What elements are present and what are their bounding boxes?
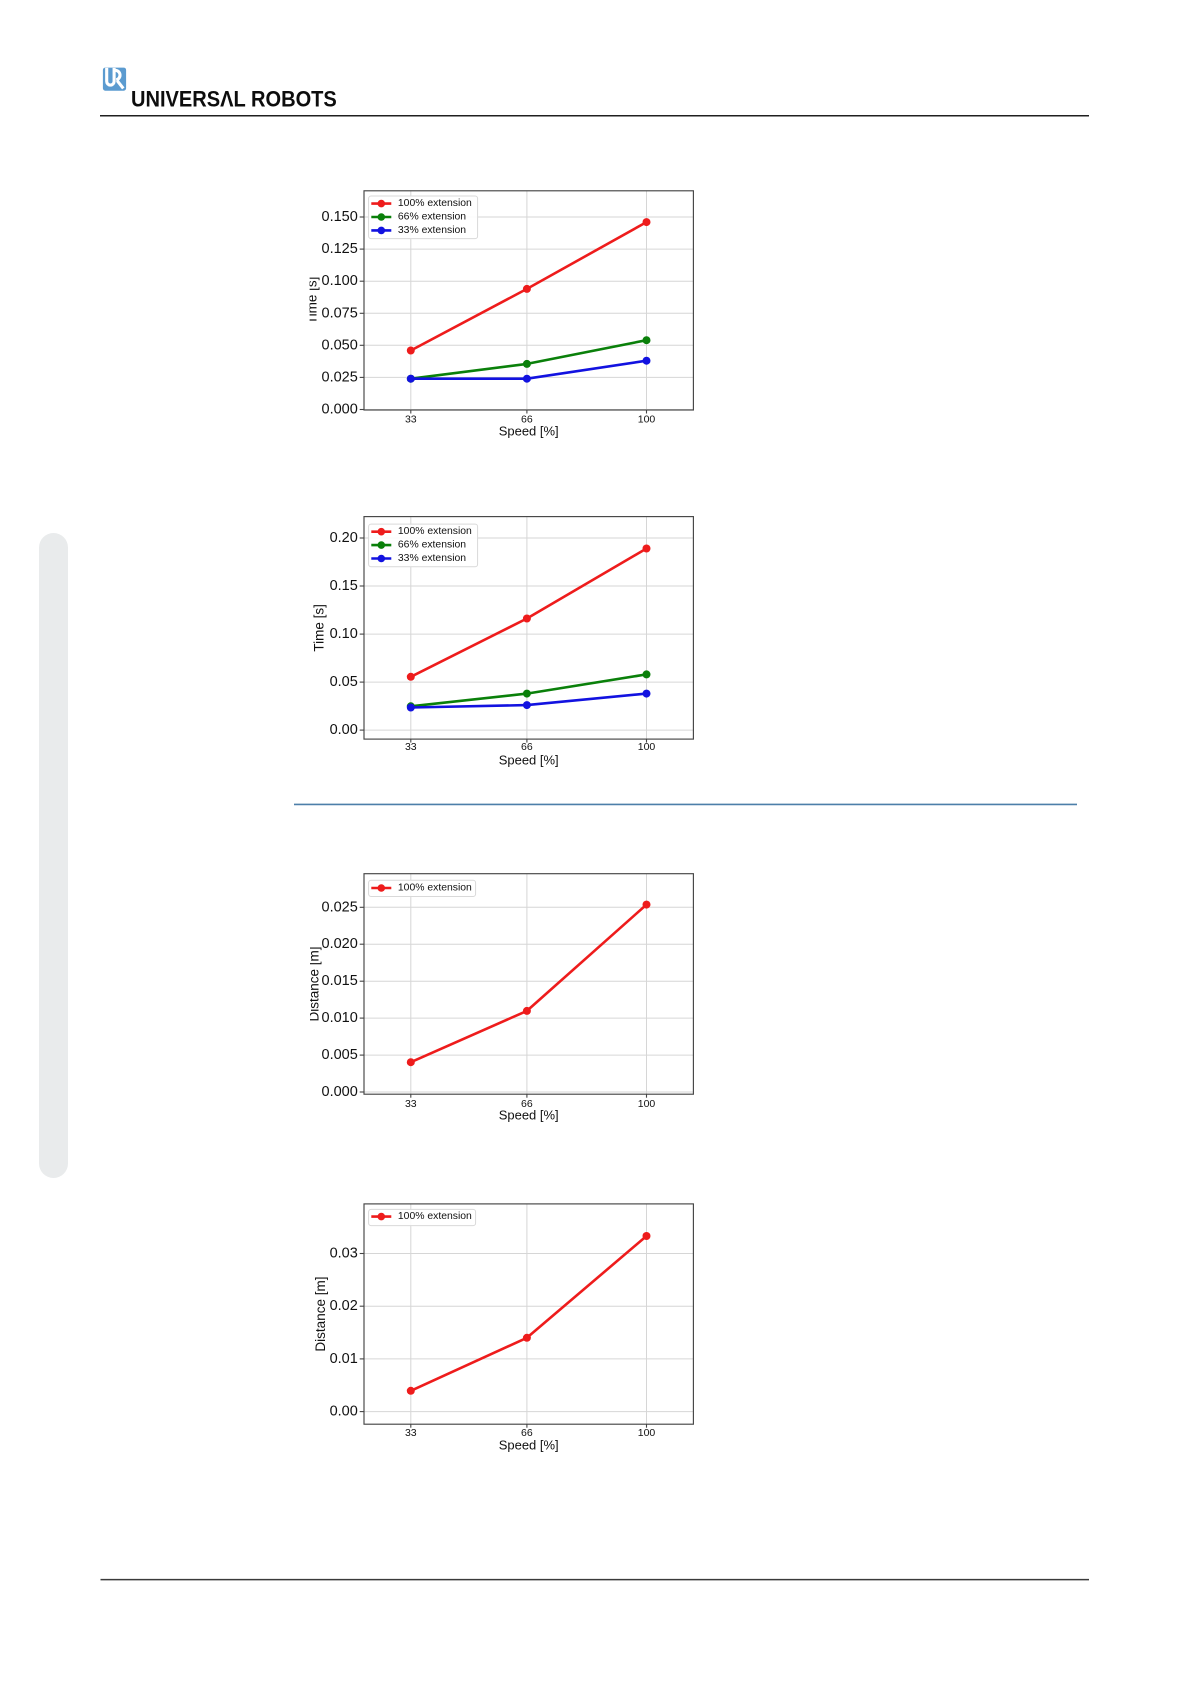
svg-text:66: 66 [521, 1427, 533, 1439]
svg-text:100: 100 [638, 414, 656, 426]
svg-text:33: 33 [405, 1427, 417, 1439]
svg-text:100% extension: 100% extension [398, 883, 472, 894]
svg-text:100: 100 [638, 741, 656, 753]
svg-text:100% extension: 100% extension [398, 526, 472, 537]
svg-text:Speed [%]: Speed [%] [499, 1108, 559, 1123]
svg-text:0.025: 0.025 [322, 899, 358, 915]
svg-text:0.000: 0.000 [322, 1084, 358, 1100]
svg-text:0.00: 0.00 [330, 722, 358, 738]
svg-text:0.025: 0.025 [322, 369, 358, 385]
svg-text:66% extension: 66% extension [398, 540, 466, 551]
svg-text:Speed [%]: Speed [%] [499, 1438, 559, 1453]
svg-text:33: 33 [405, 1098, 417, 1110]
svg-text:100: 100 [638, 1098, 656, 1110]
svg-text:0.05: 0.05 [330, 674, 358, 690]
svg-text:100% extension: 100% extension [398, 198, 472, 209]
svg-text:66% extension: 66% extension [398, 212, 466, 223]
svg-text:33: 33 [405, 741, 417, 753]
svg-text:33% extension: 33% extension [398, 225, 466, 236]
svg-text:33% extension: 33% extension [398, 553, 466, 564]
svg-text:100% extension: 100% extension [398, 1211, 472, 1222]
svg-text:0.150: 0.150 [322, 209, 358, 225]
svg-text:66: 66 [521, 741, 533, 753]
svg-text:66: 66 [521, 1098, 533, 1110]
svg-text:Speed [%]: Speed [%] [499, 423, 559, 438]
svg-text:0.20: 0.20 [330, 530, 358, 546]
svg-text:0.015: 0.015 [322, 973, 358, 989]
svg-text:0.100: 0.100 [322, 273, 358, 289]
svg-text:66: 66 [521, 414, 533, 426]
svg-text:Time [s]: Time [s] [312, 604, 327, 652]
svg-text:0.15: 0.15 [330, 578, 358, 594]
svg-text:0.000: 0.000 [322, 402, 358, 418]
svg-text:0.125: 0.125 [322, 241, 358, 257]
svg-text:0.00: 0.00 [330, 1404, 358, 1420]
svg-text:Distance [m]: Distance [m] [313, 1277, 328, 1352]
svg-text:0.005: 0.005 [322, 1047, 358, 1063]
svg-text:0.010: 0.010 [322, 1010, 358, 1026]
svg-text:Speed [%]: Speed [%] [499, 753, 559, 768]
svg-text:0.03: 0.03 [330, 1246, 358, 1262]
svg-text:Distance [m]: Distance [m] [306, 946, 321, 1021]
svg-text:UNIVERSΛL ROBOTS: UNIVERSΛL ROBOTS [131, 86, 337, 111]
svg-text:0.02: 0.02 [330, 1298, 358, 1314]
svg-text:100: 100 [638, 1427, 656, 1439]
svg-text:0.050: 0.050 [322, 337, 358, 353]
svg-text:0.075: 0.075 [322, 305, 358, 321]
svg-text:0.01: 0.01 [330, 1351, 358, 1367]
svg-text:0.10: 0.10 [330, 626, 358, 642]
svg-text:33: 33 [405, 414, 417, 426]
svg-text:0.020: 0.020 [322, 936, 358, 952]
